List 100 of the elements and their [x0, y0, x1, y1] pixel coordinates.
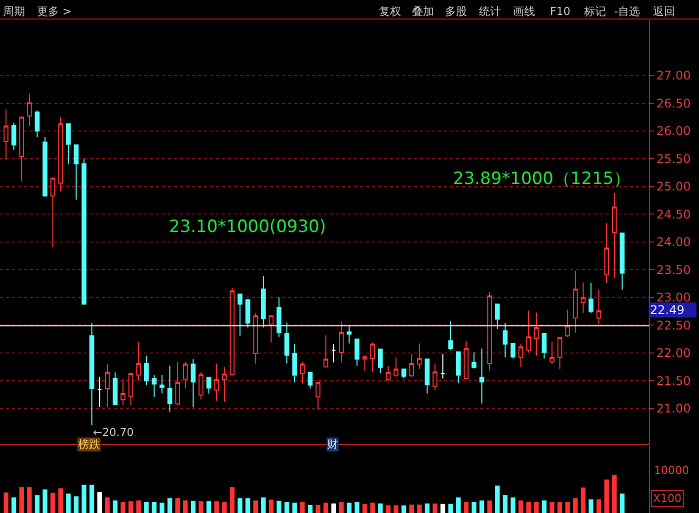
- y-tick-label: 25.00: [656, 180, 691, 194]
- bar: [175, 498, 180, 513]
- candlestick: [464, 340, 469, 380]
- candlestick: [338, 320, 344, 363]
- candlestick: [354, 338, 360, 366]
- candlestick: [479, 348, 484, 404]
- y-tick-label: 22.00: [656, 346, 691, 360]
- bar: [323, 502, 328, 513]
- candlestick: [144, 355, 149, 386]
- candlestick: [596, 289, 602, 326]
- bar: [401, 505, 406, 513]
- bar: [417, 504, 422, 513]
- candlestick: [238, 294, 242, 336]
- candlestick: [19, 116, 24, 182]
- bar: [238, 498, 242, 513]
- candlestick: [175, 361, 180, 406]
- bar: [331, 503, 336, 513]
- text: 周期: [3, 5, 25, 18]
- text: 更多 >: [37, 5, 72, 18]
- bar: [580, 487, 586, 513]
- y-tick-label: 23.50: [656, 262, 691, 277]
- bar: [308, 505, 313, 513]
- bar: [424, 503, 430, 513]
- candlestick: [82, 158, 86, 305]
- bar: [432, 503, 438, 513]
- candlestick: [580, 282, 586, 314]
- candlestick: [620, 232, 625, 290]
- bar: [34, 495, 40, 513]
- bar: [502, 495, 508, 513]
- bar: [128, 501, 134, 513]
- bar: [120, 502, 126, 513]
- candlestick: [120, 378, 126, 406]
- candlestick: [346, 326, 352, 344]
- candlestick: [230, 288, 235, 376]
- bar: [394, 505, 398, 513]
- candlestick: [50, 178, 56, 248]
- candlestick: [572, 270, 578, 333]
- y-tick-label: 26.50: [656, 96, 691, 110]
- bar: [42, 489, 48, 513]
- bar: [370, 502, 375, 513]
- y-tick-label: 27.00: [656, 68, 691, 83]
- candlestick: [128, 373, 134, 406]
- bar: [206, 501, 212, 513]
- candlestick: [26, 93, 32, 126]
- candlestick: [89, 322, 94, 426]
- candlestick: [331, 344, 336, 363]
- bar: [292, 502, 297, 513]
- bar: [66, 494, 71, 513]
- bar: [378, 503, 383, 513]
- bar: [300, 502, 305, 513]
- bar: [11, 497, 16, 513]
- bar: [222, 502, 227, 513]
- bar: [409, 504, 414, 513]
- candlestick: [424, 358, 430, 394]
- text: F10: [550, 5, 570, 18]
- candlestick: [245, 299, 250, 328]
- candlestick: [550, 341, 554, 365]
- candlestick: [292, 344, 298, 383]
- text: 10000: [654, 464, 689, 477]
- text: X100: [653, 492, 682, 505]
- y-tick-label: 25.50: [656, 152, 691, 166]
- candlestick: [300, 361, 305, 384]
- bar: [456, 497, 461, 513]
- candlestick: [136, 341, 142, 381]
- bar: [550, 502, 554, 513]
- candlestick: [510, 343, 516, 360]
- y-tick-label: 23.00: [656, 290, 691, 305]
- candlestick: [11, 122, 16, 150]
- candlestick: [440, 354, 446, 380]
- text: 复权: [379, 5, 401, 18]
- candlestick: [502, 322, 508, 358]
- candlestick: [42, 136, 48, 197]
- bar: [479, 500, 484, 513]
- annotation: 榜跌: [78, 438, 100, 451]
- candlestick: [534, 312, 539, 356]
- candlestick: [276, 296, 282, 338]
- text: 统计: [479, 5, 501, 18]
- bar: [440, 504, 446, 513]
- text: 画线: [513, 5, 535, 18]
- bar: [105, 497, 110, 513]
- candlestick: [494, 304, 500, 330]
- candlestick: [370, 342, 376, 372]
- bar: [604, 480, 609, 513]
- candlestick: [432, 363, 438, 391]
- text: 叠加: [412, 5, 434, 18]
- bar: [152, 502, 157, 513]
- candlestick: [557, 336, 562, 370]
- bar: [82, 484, 86, 513]
- bar: [214, 501, 219, 513]
- candlestick: [362, 354, 368, 372]
- bar: [160, 502, 164, 513]
- candlestick: [542, 333, 547, 360]
- bar: [464, 502, 469, 513]
- bar: [27, 487, 32, 513]
- candlestick: [401, 368, 406, 380]
- bar: [510, 497, 516, 513]
- candlestick: [588, 282, 594, 314]
- bar: [612, 474, 617, 513]
- text: 多股: [445, 5, 467, 18]
- bar: [542, 500, 547, 513]
